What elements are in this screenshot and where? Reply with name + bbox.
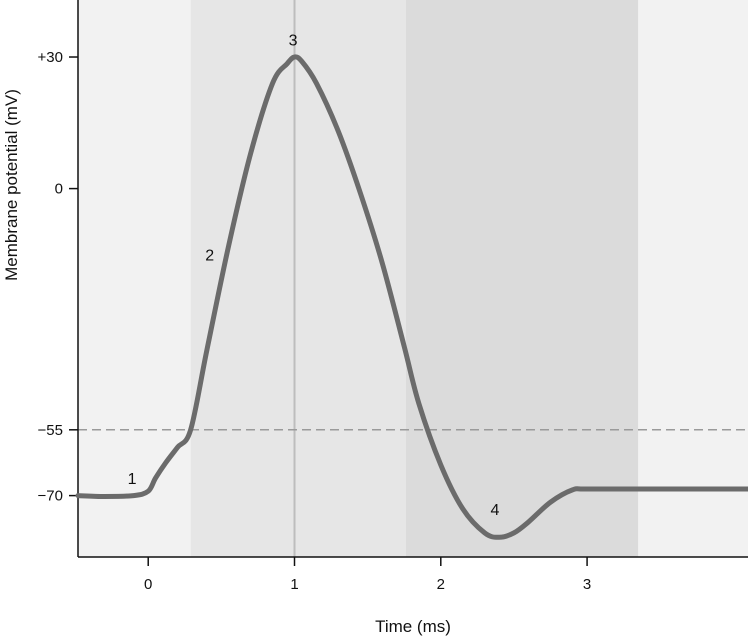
y-tick-label: −55 [38,422,63,439]
x-axis-title: Time (ms) [375,617,451,636]
axes: +30 0 −55 −70 0 1 2 3 [38,0,748,593]
phase-label-1: 1 [128,471,137,488]
phase-label-4: 4 [490,502,499,519]
series-layer [75,54,748,540]
membrane-potential-line [75,54,748,540]
phase-region-1 [78,0,191,557]
phase-label-3: 3 [289,32,298,49]
x-tick-label: 0 [144,576,152,593]
phase-region-2 [190,0,406,557]
y-tick-label: +30 [38,49,63,66]
x-tick-label: 3 [583,576,591,593]
y-tick-label: −70 [38,488,63,505]
phase-regions [78,0,748,557]
phase-region-4 [638,0,748,557]
y-axis-title: Membrane potential (mV) [2,89,21,281]
y-tick-label: 0 [55,181,63,198]
phase-label-2: 2 [205,247,214,264]
phase-region-3 [405,0,639,557]
x-tick-label: 1 [290,576,298,593]
x-tick-label: 2 [437,576,445,593]
annotations: 1 2 3 4 [128,32,500,518]
reference-lines [78,0,748,557]
